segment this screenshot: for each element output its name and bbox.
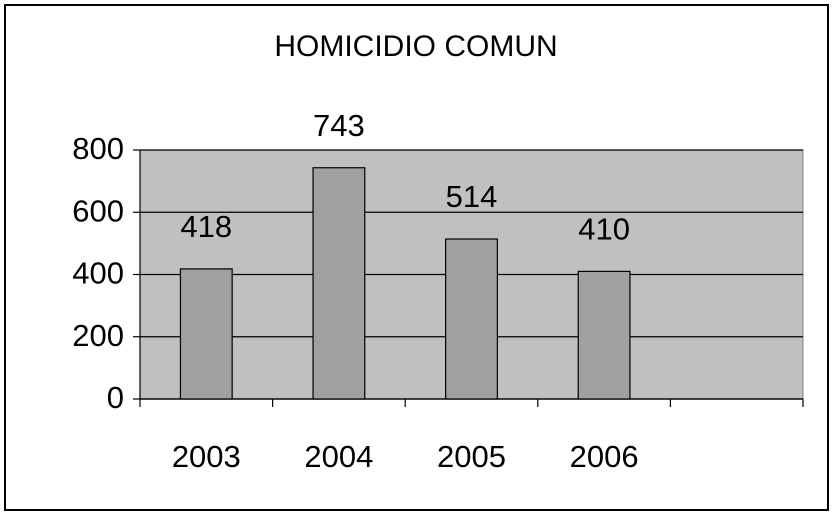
x-tick-label: 2003: [172, 439, 241, 474]
x-tick-label: 2005: [437, 439, 506, 474]
y-tick-label: 0: [107, 380, 124, 415]
x-tick-label: 2006: [570, 439, 639, 474]
chart-title: HOMICIDIO COMUN: [274, 30, 557, 63]
y-tick-label: 400: [72, 256, 124, 291]
data-label: 514: [446, 179, 498, 214]
bar: [577, 270, 631, 400]
data-label: 418: [180, 209, 232, 244]
bar: [179, 268, 233, 400]
data-label: 743: [313, 108, 365, 143]
y-tick-label: 800: [72, 131, 124, 166]
data-label: 410: [578, 212, 630, 247]
bar: [312, 167, 366, 400]
x-tick-label: 2004: [304, 439, 373, 474]
y-tick-label: 200: [72, 318, 124, 353]
y-tick-label: 600: [72, 193, 124, 228]
bar: [445, 238, 498, 400]
